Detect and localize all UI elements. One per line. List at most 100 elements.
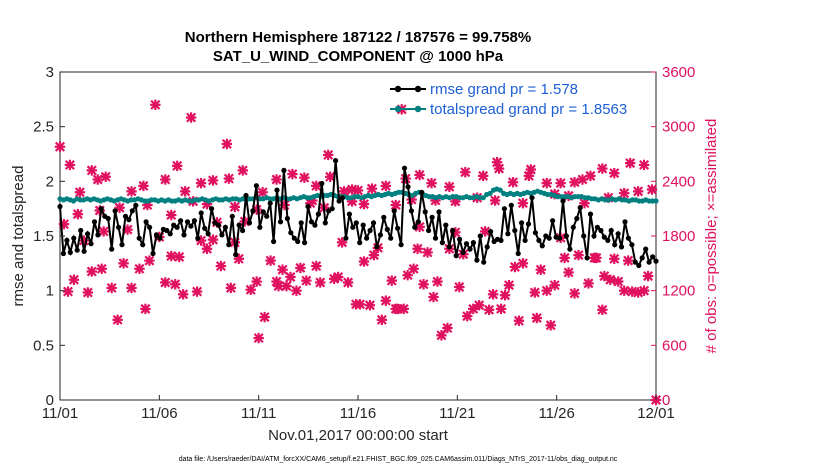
obs-marker <box>86 165 97 176</box>
rmse-point <box>529 195 535 201</box>
rmse-point <box>57 203 63 210</box>
obs-marker <box>646 184 658 195</box>
totalspread-point <box>487 190 493 196</box>
rmse-point <box>150 250 156 257</box>
rmse-point <box>184 219 191 225</box>
obs-marker <box>509 261 521 273</box>
obs-marker <box>144 255 155 266</box>
obs-marker <box>583 278 594 289</box>
rmse-point <box>253 183 259 189</box>
obs-marker <box>597 163 608 174</box>
rmse-point <box>271 238 277 245</box>
rmse-point <box>364 235 370 241</box>
x-tick-label: 11/11 <box>241 405 276 422</box>
rmse-point <box>302 240 308 246</box>
obs-marker <box>358 256 370 267</box>
obs-marker <box>495 303 507 315</box>
x-tick-label: 11/01 <box>42 405 78 422</box>
rmse-point <box>288 230 294 236</box>
rmse-point <box>519 220 525 226</box>
obs-marker <box>74 187 86 198</box>
rmse-point <box>467 246 473 252</box>
rmse-point <box>78 227 84 234</box>
obs-marker <box>215 260 227 272</box>
obs-marker <box>281 280 292 292</box>
y-tick-label: 1 <box>46 283 54 300</box>
rmse-point <box>126 217 132 223</box>
rmse-point <box>122 213 129 219</box>
obs-marker <box>477 170 489 182</box>
obs-marker <box>311 260 322 272</box>
obs-marker <box>72 208 84 220</box>
rmse-point <box>329 206 335 212</box>
obs-marker <box>609 167 620 179</box>
rmse-point <box>453 253 459 259</box>
rmse-point <box>512 227 518 234</box>
obs-marker <box>513 315 525 326</box>
totalspread-point <box>497 187 503 193</box>
rmse-point <box>539 243 545 249</box>
legend-rmse-marker <box>394 85 402 93</box>
rmse-point <box>474 257 480 263</box>
rmse-point <box>419 189 425 195</box>
rmse-point <box>274 187 280 193</box>
rmse-point <box>618 244 625 250</box>
rmse-point <box>250 208 256 214</box>
obs-marker <box>92 174 103 185</box>
obs-marker <box>342 277 354 288</box>
rmse-point <box>112 208 118 214</box>
obs-marker <box>380 295 392 306</box>
rmse-point <box>446 244 452 250</box>
obs-markers <box>54 99 662 406</box>
totalspread-point <box>480 195 486 201</box>
obs-marker <box>358 198 370 210</box>
rmse-point <box>319 180 325 187</box>
rmse-point <box>343 235 349 241</box>
rmse-point <box>153 232 160 238</box>
rmse-point <box>426 227 432 234</box>
rmse-point <box>267 200 273 206</box>
obs-marker <box>426 177 437 189</box>
rmse-point <box>629 242 635 248</box>
obs-marker <box>503 280 515 291</box>
rmse-point <box>188 223 194 229</box>
rmse-point <box>563 233 570 239</box>
obs-marker <box>352 185 364 196</box>
legend-spread-text: totalspread grand pr = 1.8563 <box>430 101 627 118</box>
obs-marker <box>354 299 366 310</box>
rmse-point <box>525 221 532 227</box>
obs-marker <box>332 271 344 283</box>
rmse-point <box>312 222 318 228</box>
rmse-point <box>67 249 73 255</box>
obs-marker <box>605 274 616 285</box>
obs-marker <box>277 264 288 275</box>
rmse-point <box>612 242 618 248</box>
obs-marker <box>569 177 580 188</box>
rmse-point <box>164 227 170 234</box>
footnote: data file: /Users/raeder/DAI/ATM_forcXX/… <box>179 456 618 463</box>
rmse-series <box>57 158 659 269</box>
rmse-point <box>384 226 390 232</box>
rmse-point <box>625 235 632 241</box>
obs-marker <box>569 288 580 299</box>
obs-marker <box>555 177 566 189</box>
rmse-point <box>295 238 301 245</box>
rmse-point <box>219 232 225 238</box>
obs-marker <box>259 311 270 323</box>
obs-marker <box>221 138 233 150</box>
rmse-point <box>436 209 442 215</box>
obs-marker <box>412 243 423 254</box>
obs-marker <box>585 170 596 182</box>
obs-marker <box>295 262 306 274</box>
rmse-point <box>202 225 208 231</box>
obs-marker <box>366 183 378 194</box>
rmse-point <box>233 252 239 258</box>
obs-marker <box>418 279 429 290</box>
rmse-point <box>222 224 228 230</box>
obs-marker <box>324 171 336 182</box>
legend-spread-marker <box>414 105 422 113</box>
rmse-point <box>157 235 163 241</box>
obs-marker <box>517 258 529 269</box>
obs-marker <box>531 312 542 324</box>
rmse-point <box>587 211 594 217</box>
